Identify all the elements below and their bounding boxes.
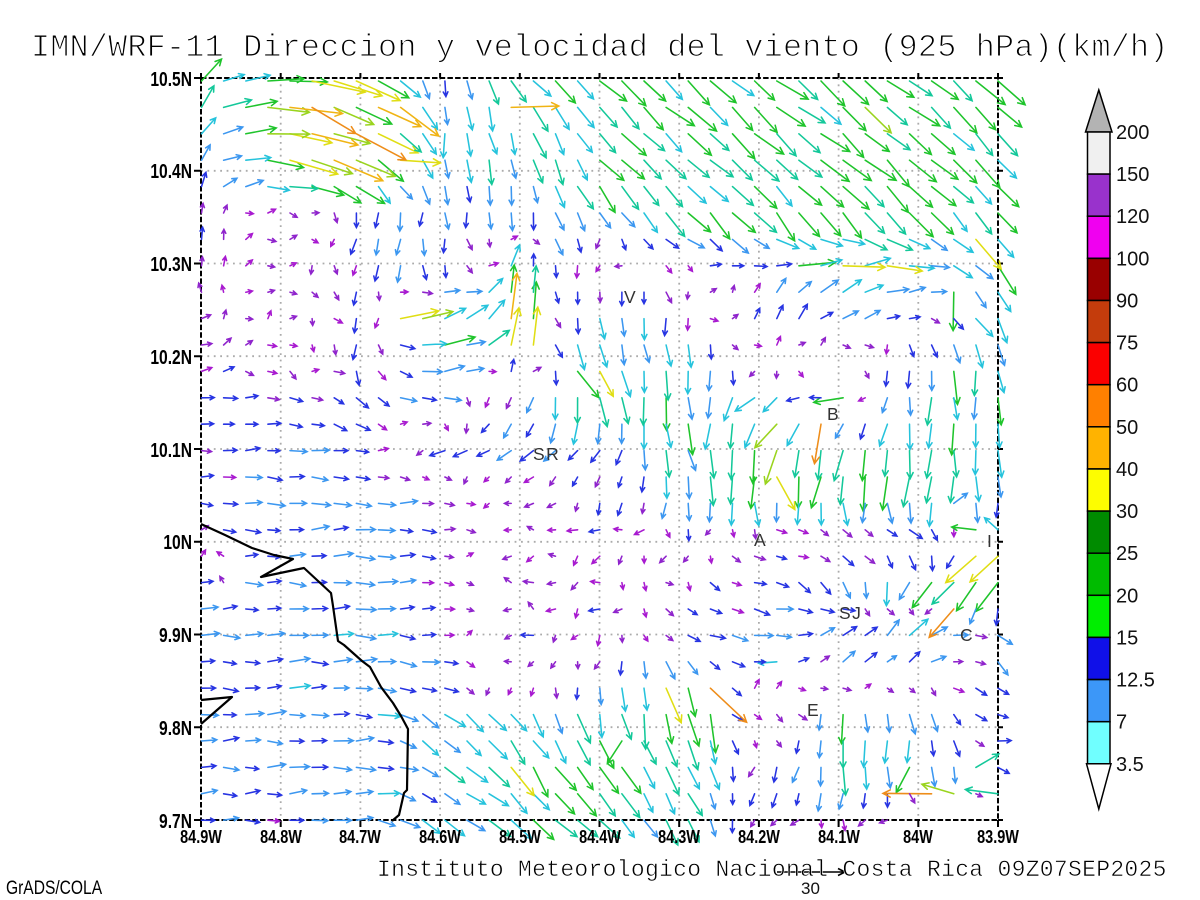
svg-text:75: 75 [1116, 333, 1138, 355]
svg-text:3.5: 3.5 [1116, 754, 1144, 776]
svg-text:90: 90 [1116, 291, 1138, 313]
svg-text:50: 50 [1116, 417, 1138, 439]
svg-text:25: 25 [1116, 543, 1138, 565]
svg-text:100: 100 [1116, 248, 1149, 270]
svg-text:200: 200 [1116, 122, 1149, 144]
svg-text:12.5: 12.5 [1116, 670, 1155, 692]
svg-text:20: 20 [1116, 585, 1138, 607]
svg-text:120: 120 [1116, 206, 1149, 228]
svg-text:150: 150 [1116, 164, 1149, 186]
svg-text:7: 7 [1116, 712, 1127, 734]
svg-text:30: 30 [1116, 501, 1138, 523]
svg-text:15: 15 [1116, 627, 1138, 649]
svg-text:60: 60 [1116, 375, 1138, 397]
svg-text:40: 40 [1116, 459, 1138, 481]
